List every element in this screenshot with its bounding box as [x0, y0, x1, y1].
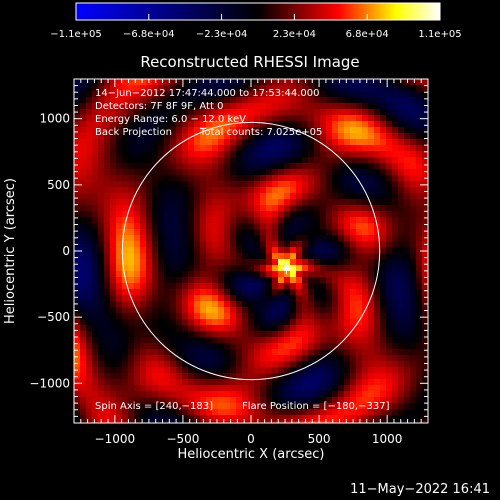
energy-range-text: Energy Range: 6.0 − 12.0 keV [95, 114, 246, 125]
x-tick-label: 1000 [372, 432, 403, 446]
flare-marker-cross [280, 262, 293, 275]
colorbar-tick-label: −1.1e+05 [50, 29, 102, 40]
y-tick-label: −1000 [29, 376, 70, 390]
colorbar-tick-label: 2.3e+04 [273, 29, 316, 40]
heatmap-image [74, 79, 428, 423]
colorbar [75, 2, 441, 21]
y-tick-label: 500 [47, 178, 70, 192]
axis-ticks: −1000 −500 0 500 1000 −1000 −500 0 500 1000 [29, 79, 428, 446]
solar-disk-circle [121, 121, 381, 381]
spin-axis-text: Spin Axis = [240,−183] [95, 401, 214, 412]
x-axis-label: Heliocentric X (arcsec) [178, 447, 325, 462]
x-tick-label: −1000 [95, 432, 136, 446]
y-tick-label: −500 [37, 310, 70, 324]
colorbar-tick-label: 6.8e+04 [346, 29, 389, 40]
date-stamp: 11−May−2022 16:41 [350, 482, 490, 497]
colorbar-tick-label: 1.1e+05 [418, 29, 461, 40]
colorbar-tick-label: −6.8e+04 [123, 29, 175, 40]
y-axis-label: Heliocentric Y (arcsec) [3, 178, 18, 324]
total-counts-text: Total counts: 7.025e+05 [200, 127, 323, 138]
detectors-text: Detectors: 7F 8F 9F, Att 0 [95, 101, 224, 112]
colorbar-ticks: −1.1e+05 −6.8e+04 −2.3e+04 2.3e+04 6.8e+04 1.… [50, 14, 462, 40]
colorbar-tick-label: −2.3e+04 [196, 29, 248, 40]
x-tick-label: 0 [247, 432, 255, 446]
flare-position-text: Flare Position = [−180,−337] [242, 401, 390, 412]
x-tick-label: 500 [308, 432, 331, 446]
method-text: Back Projection [95, 127, 172, 138]
x-tick-label: −500 [166, 432, 199, 446]
chart-title: Reconstructed RHESSI Image [140, 53, 360, 71]
time-range-text: 14−Jun−2012 17:47:44.000 to 17:53:44.000 [95, 88, 320, 99]
y-tick-label: 0 [62, 244, 70, 258]
y-tick-label: 1000 [39, 112, 70, 126]
